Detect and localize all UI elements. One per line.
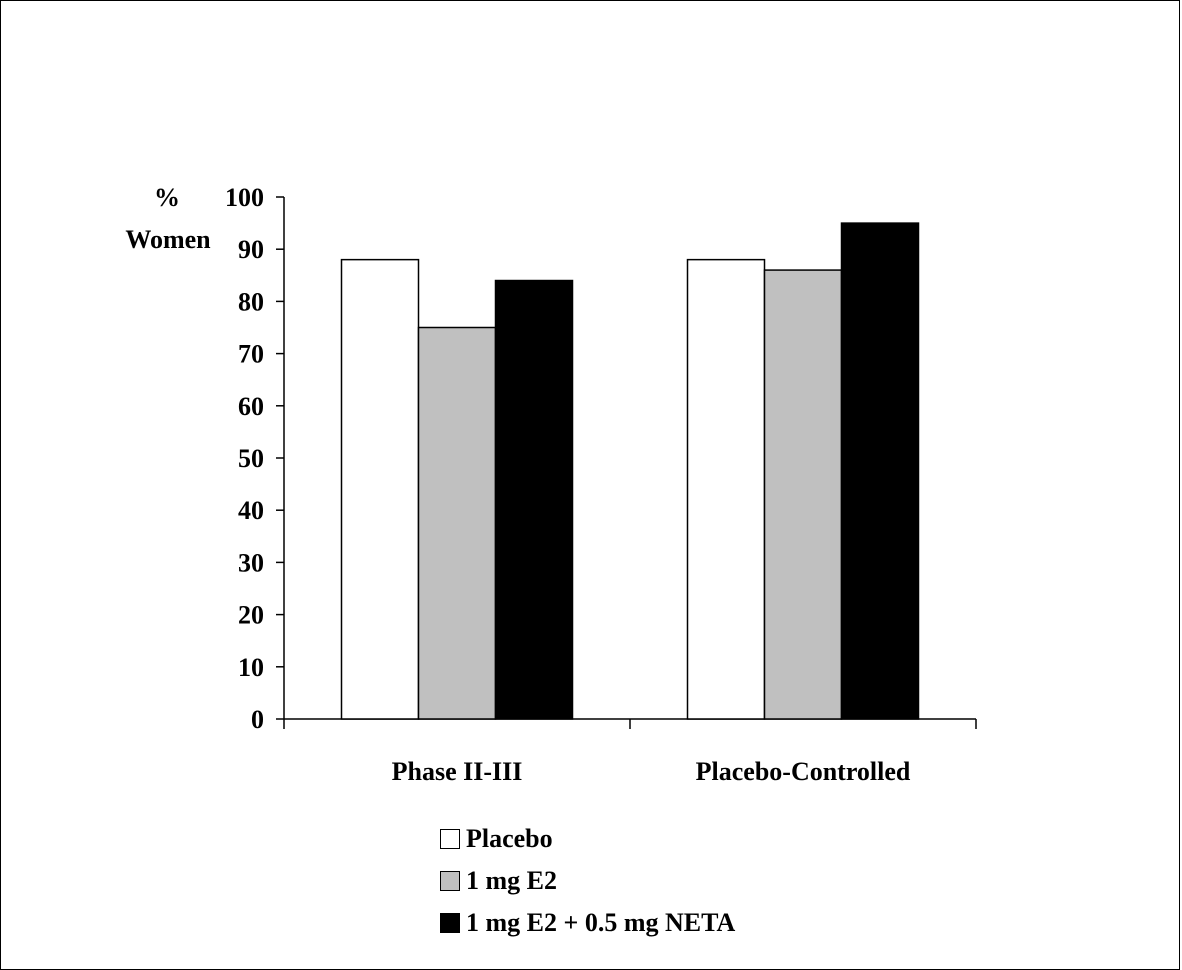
y-tick-label: 80 [238,287,264,316]
y-tick-label: 70 [238,340,264,369]
y-tick-label: 90 [238,235,264,264]
legend-swatch-placebo [440,829,460,849]
legend: Placebo 1 mg E2 1 mg E2 + 0.5 mg NETA [440,818,735,944]
y-tick-label: 60 [238,392,264,421]
legend-swatch-1mg-e2-neta [440,913,460,933]
y-tick-label: 0 [251,705,264,734]
bar-1-mg-e2-0-5-mg-neta-0 [494,279,574,720]
bar-placebo-1 [686,258,766,720]
bar-1-mg-e2-1 [763,269,843,720]
y-tick-label: 20 [238,601,264,630]
y-axis-label-line2: Women [125,225,211,254]
x-category-label: Phase II-III [392,757,523,786]
x-category-label: Placebo-Controlled [696,757,911,786]
legend-label-placebo: Placebo [466,824,553,853]
bar-placebo-0 [340,258,420,720]
legend-label-1mg-e2-neta: 1 mg E2 + 0.5 mg NETA [466,908,736,937]
bar-1-mg-e2-0-5-mg-neta-1 [840,222,920,720]
y-axis-label-line1: % [154,183,180,212]
legend-swatch-1mg-e2 [440,871,460,891]
legend-item-1mg-e2: 1 mg E2 [440,860,735,902]
bar-1-mg-e2-0 [417,326,497,720]
y-tick-label: 40 [238,496,264,525]
y-tick-label: 50 [238,444,264,473]
legend-item-1mg-e2-neta: 1 mg E2 + 0.5 mg NETA [440,902,735,944]
legend-item-placebo: Placebo [440,818,735,860]
legend-label-1mg-e2: 1 mg E2 [466,866,557,895]
y-tick-label: 100 [225,183,264,212]
y-tick-label: 10 [238,653,264,682]
y-tick-label: 30 [238,548,264,577]
